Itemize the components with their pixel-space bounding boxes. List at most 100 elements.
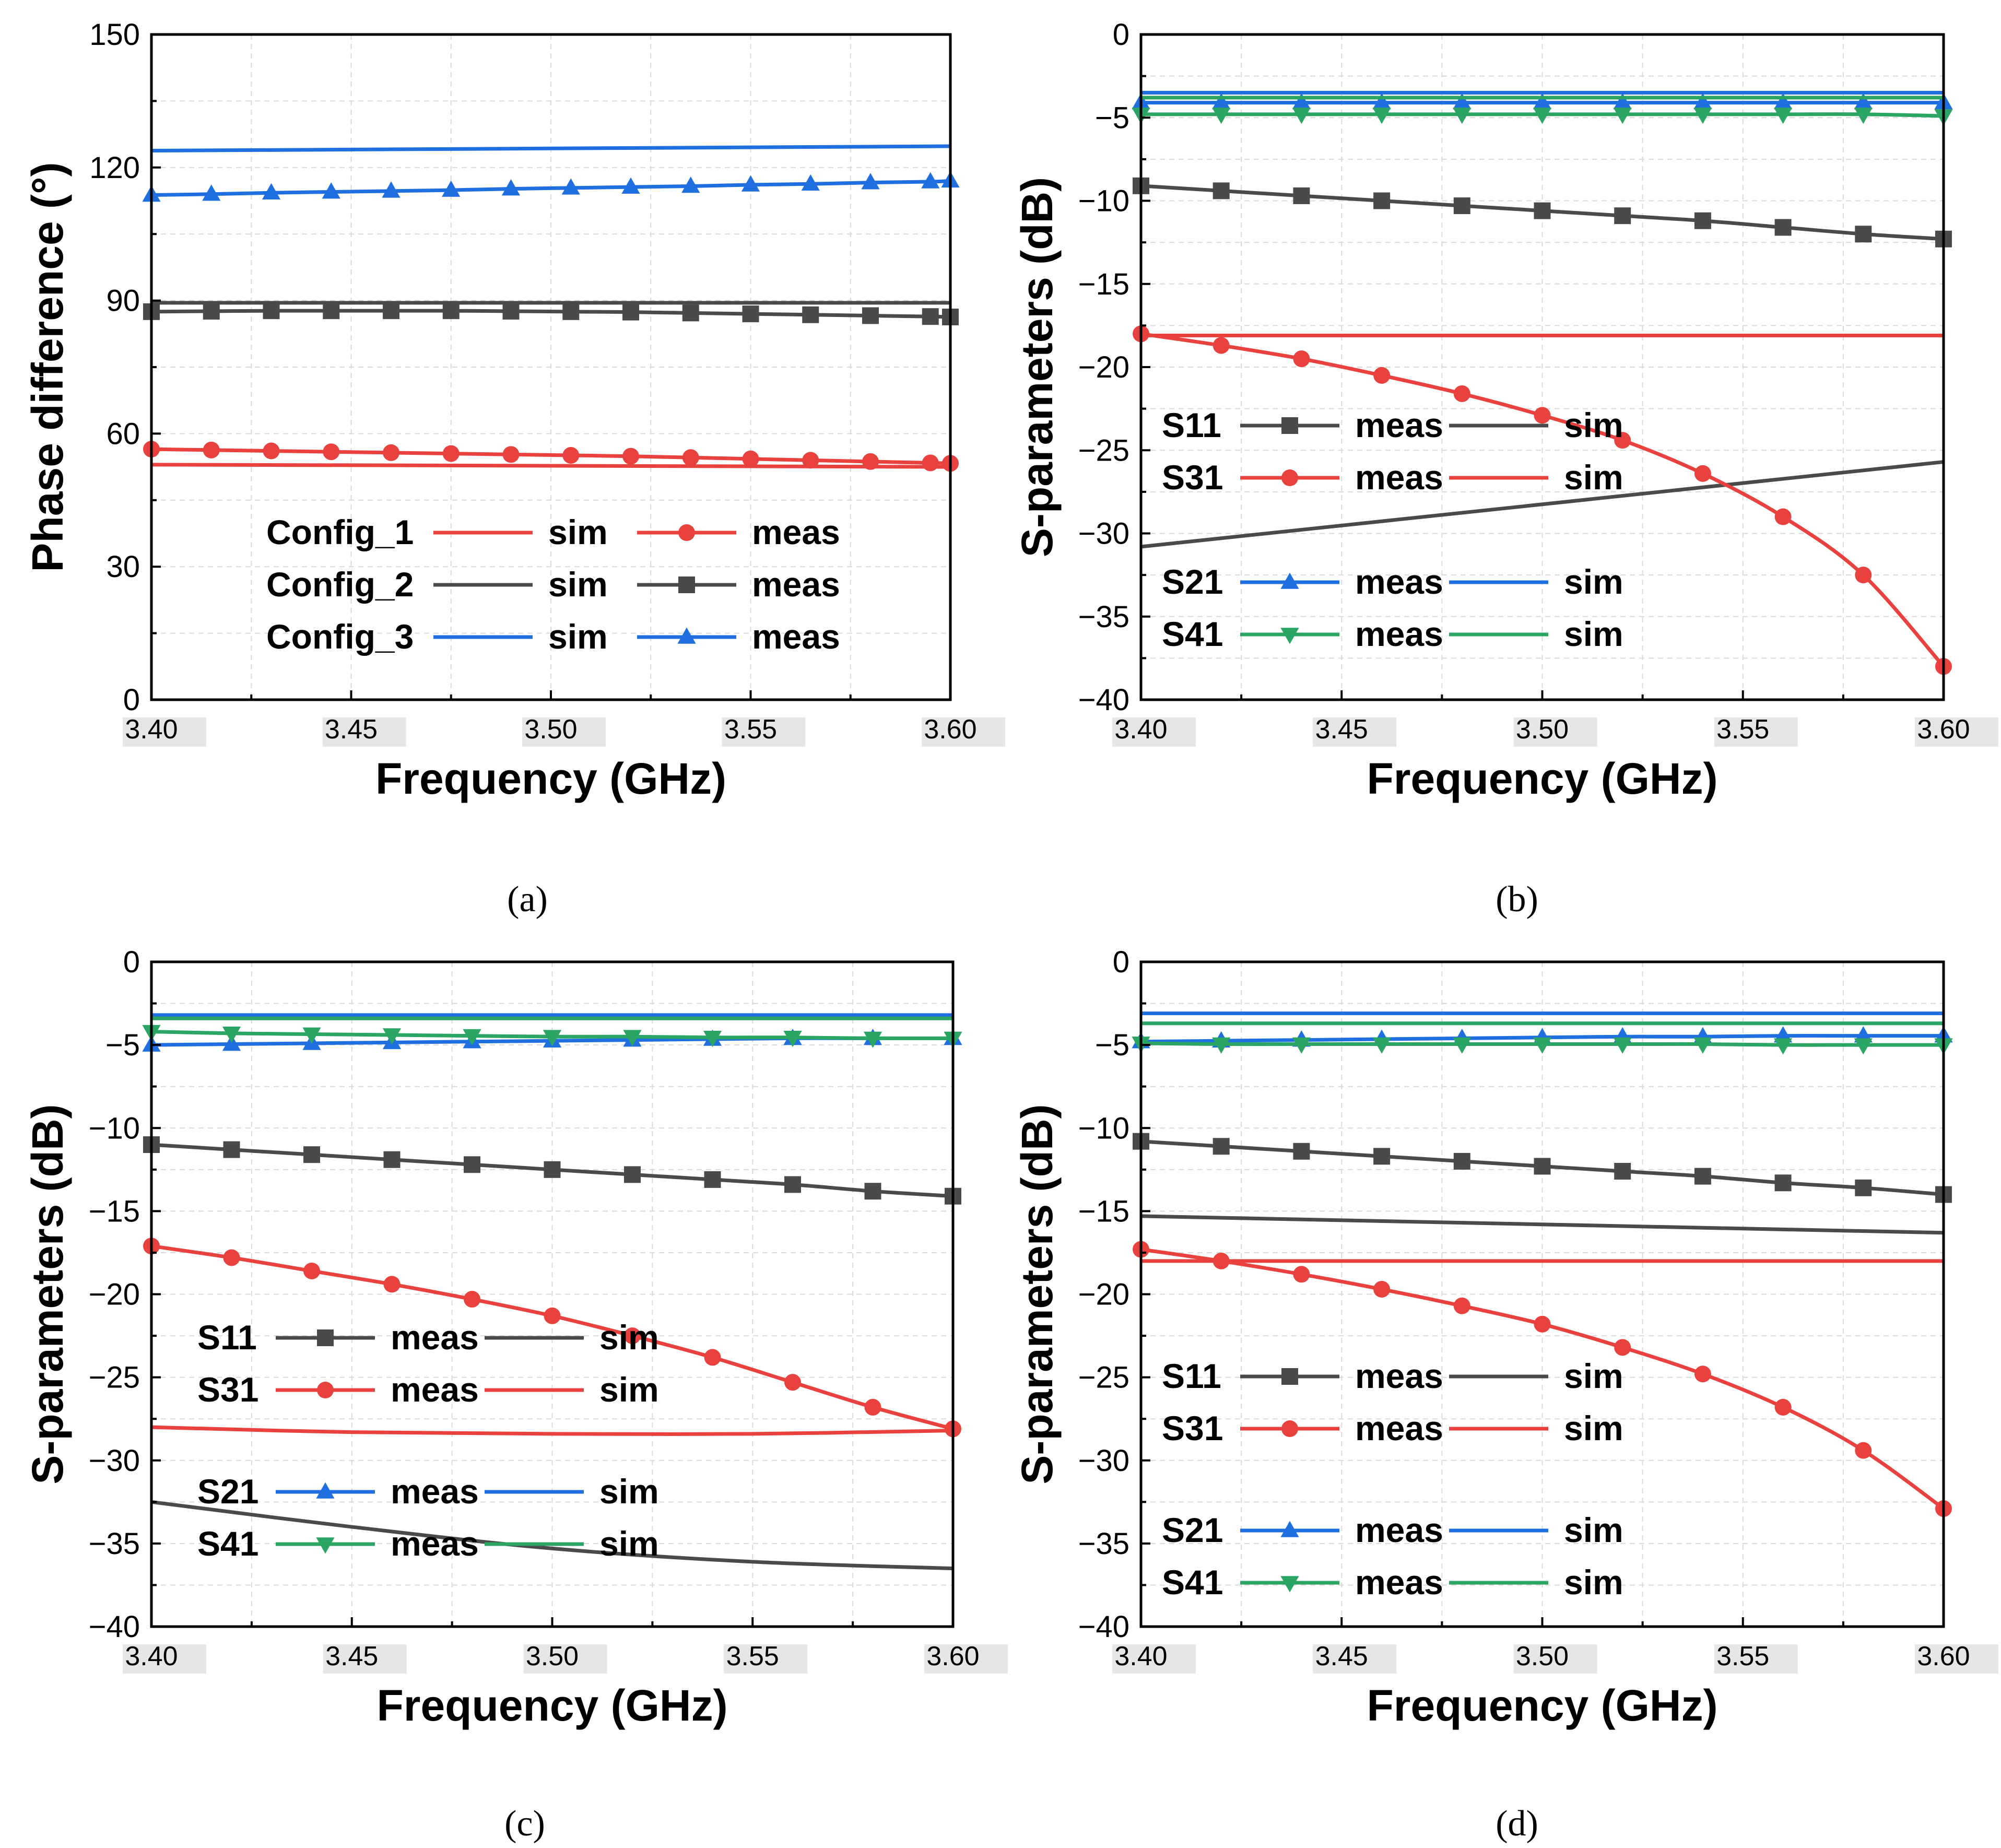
series-s31-meas: [143, 1238, 961, 1438]
data-point: [544, 1161, 561, 1178]
x-tick-label: 3.50: [526, 1641, 579, 1672]
x-tick-label: 3.45: [325, 1641, 378, 1672]
legend-row-s41: S41 meas sim: [1162, 1563, 1623, 1602]
x-tick-label-background: [1313, 717, 1397, 747]
x-axis-title: Frequency (GHz): [1367, 754, 1717, 803]
x-tick-label: 3.55: [1716, 1641, 1769, 1672]
legend-row-label: S21: [1162, 1511, 1223, 1549]
data-point: [622, 448, 639, 465]
legend-row-label: S21: [1162, 562, 1223, 601]
series-s11-meas: [1133, 1133, 1952, 1203]
data-point: [1694, 212, 1711, 229]
x-axis-title: Frequency (GHz): [1367, 1681, 1717, 1730]
data-point: [783, 1031, 802, 1047]
data-point: [1774, 108, 1793, 124]
y-tick-label: −15: [89, 1194, 140, 1228]
chart-panel-c: 0 −5 −10 −15 −20 −25 −30 −35 −403.40 3.45 3.50 3.55…: [23, 945, 1008, 1730]
data-point: [1213, 1138, 1230, 1155]
legend-marker: [316, 1537, 335, 1554]
data-point: [223, 1141, 240, 1158]
data-point: [562, 447, 580, 464]
data-point: [1774, 1174, 1792, 1192]
data-point: [222, 1027, 241, 1043]
data-point: [303, 1262, 320, 1279]
series-s11-meas: [143, 1136, 961, 1205]
data-point: [1292, 108, 1311, 124]
data-point: [861, 173, 880, 190]
data-point: [1533, 108, 1552, 124]
data-point: [1373, 192, 1391, 209]
series-config-3-sim: [151, 144, 951, 153]
legend-marker: [317, 1382, 334, 1398]
data-point: [681, 176, 700, 193]
series-s11-sim: [1140, 460, 1944, 549]
panel-caption: (d): [1496, 1804, 1538, 1844]
data-point: [1613, 93, 1632, 110]
legend-row-s31: S31 meas sim: [197, 1370, 659, 1409]
y-tick-label: −10: [1078, 1111, 1129, 1145]
y-tick-label: −5: [1095, 101, 1129, 135]
legend-item-label: meas: [752, 513, 840, 551]
x-tick-label: 3.60: [1917, 1641, 1970, 1672]
data-point: [1213, 182, 1230, 199]
y-tick-label: −20: [1078, 1278, 1129, 1312]
data-point: [1613, 1037, 1632, 1054]
legend: S11 meas sim S31 meas sim S21 meas sim S41 meas sim: [197, 1318, 659, 1563]
data-point: [742, 450, 759, 467]
y-tick-label: −20: [1078, 350, 1129, 384]
legend-row-s11: S11 meas sim: [197, 1318, 659, 1357]
data-point: [1372, 93, 1391, 110]
data-point: [921, 172, 940, 189]
x-tick-label-background: [924, 1644, 1008, 1674]
legend-item-label: meas: [1355, 1511, 1443, 1549]
legend-row-label: S11: [1162, 406, 1221, 444]
data-point: [382, 181, 401, 198]
legend-item-label: sim: [1564, 458, 1623, 497]
legend-marker: [1280, 1521, 1299, 1537]
data-point: [1614, 207, 1631, 225]
x-tick-label-background: [323, 1644, 407, 1674]
data-point: [802, 306, 819, 323]
legend: S11 meas sim S31 meas sim S21 meas sim S41 meas sim: [1162, 1357, 1623, 1602]
y-tick-label: −20: [89, 1278, 140, 1312]
data-point: [922, 308, 939, 325]
data-point: [1774, 508, 1792, 525]
data-point: [801, 174, 820, 191]
legend-row-config-3: Config_3 sim meas: [266, 617, 840, 656]
data-point: [1373, 1280, 1391, 1298]
data-point: [1534, 1315, 1551, 1333]
y-tick-label: 60: [106, 417, 140, 451]
legend-item-label: meas: [1355, 562, 1443, 601]
data-point: [682, 449, 699, 466]
data-point: [922, 454, 939, 472]
data-point: [383, 1151, 401, 1168]
legend-marker: [1280, 628, 1299, 644]
x-tick-label: 3.60: [1917, 714, 1970, 745]
y-tick-label: −10: [89, 1111, 140, 1145]
y-tick-label: −5: [105, 1028, 140, 1062]
data-point: [1774, 219, 1792, 236]
data-point: [442, 302, 460, 320]
x-tick-label: 3.50: [1516, 714, 1569, 745]
series-s31-sim: [151, 1425, 954, 1436]
x-tick-label-background: [722, 717, 806, 747]
legend-row-s31: S31 meas sim: [1162, 458, 1623, 497]
legend-marker: [678, 524, 695, 541]
y-tick-label: −15: [1078, 267, 1129, 301]
data-point: [863, 1031, 882, 1048]
data-point: [1213, 337, 1230, 354]
data-point: [442, 445, 460, 462]
x-tick-label-background: [1714, 1644, 1798, 1674]
x-tick-label-background: [1112, 717, 1196, 747]
y-tick-label: 150: [89, 18, 140, 52]
data-point: [1533, 93, 1552, 110]
data-point: [1693, 93, 1712, 110]
y-tick-label: −25: [1078, 1361, 1129, 1395]
data-point: [1855, 1179, 1872, 1196]
legend-row-config-1: Config_1 sim meas: [266, 513, 840, 551]
series-config-3-meas: [142, 171, 960, 202]
x-tick-label: 3.40: [125, 1641, 178, 1672]
data-point: [1212, 108, 1231, 124]
data-point: [802, 452, 819, 469]
